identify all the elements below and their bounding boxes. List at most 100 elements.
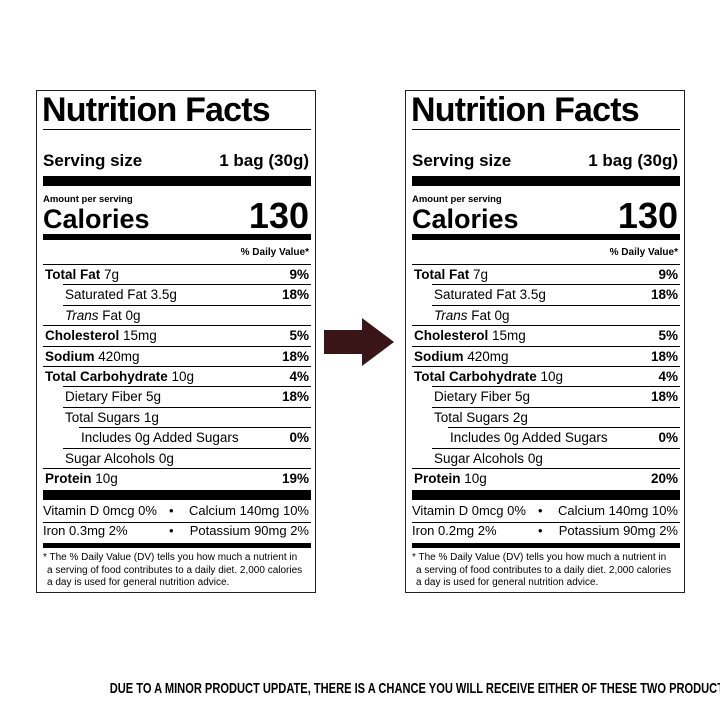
daily-value: 0% bbox=[658, 430, 678, 446]
rule bbox=[43, 522, 311, 524]
vitamin: Vitamin D 0mcg 0% bbox=[412, 503, 526, 518]
rule bbox=[63, 447, 311, 449]
footnote: a day is used for general nutrition advi… bbox=[47, 577, 230, 588]
nutrient-name: Includes 0g Added Sugars bbox=[450, 430, 608, 446]
nutrient-name: Dietary Fiber bbox=[65, 389, 143, 405]
amount-per-serving: Amount per serving bbox=[43, 194, 133, 205]
nutrient-row: Cholesterol 15mg bbox=[414, 328, 526, 343]
rule bbox=[43, 325, 311, 327]
thick-rule bbox=[43, 176, 311, 186]
dv-header: % Daily Value* bbox=[240, 247, 309, 258]
footnote: a day is used for general nutrition advi… bbox=[416, 577, 599, 588]
nutrient-row: Includes 0g Added Sugars bbox=[450, 430, 608, 445]
nutrient-amount: 10g bbox=[464, 471, 487, 486]
daily-value: 9% bbox=[658, 267, 678, 282]
thick-rule bbox=[412, 543, 680, 548]
nutrient-amount: 0g bbox=[527, 450, 543, 466]
nutrient-row: Total Sugars 2g bbox=[434, 410, 528, 425]
dv-header: % Daily Value* bbox=[609, 247, 678, 258]
nutrient-row: Total Sugars 1g bbox=[65, 410, 159, 425]
nutrient-name: Trans bbox=[65, 307, 99, 323]
thick-rule bbox=[412, 490, 680, 500]
nutrient-amount: 10g bbox=[171, 369, 195, 384]
serving-value: 1 bag (30g) bbox=[219, 151, 309, 170]
rule bbox=[412, 345, 680, 347]
nutrient-row: Sodium 420mg bbox=[45, 349, 140, 364]
amount-per-serving: Amount per serving bbox=[412, 194, 502, 205]
nutrient-amount: 3.5g bbox=[150, 287, 177, 303]
thick-rule bbox=[43, 490, 311, 500]
calories-label: Calories bbox=[412, 204, 519, 234]
rule bbox=[63, 284, 311, 286]
nutrient-name: Total Sugars bbox=[434, 409, 510, 425]
nutrient-name: Sodium bbox=[414, 348, 464, 364]
calories-value: 130 bbox=[617, 195, 678, 236]
rule bbox=[432, 406, 680, 408]
footer-text: DUE TO A MINOR PRODUCT UPDATE, THERE IS … bbox=[109, 680, 720, 697]
rule bbox=[43, 468, 311, 469]
nutrient-row: Sodium 420mg bbox=[414, 349, 509, 364]
daily-value: 18% bbox=[650, 287, 678, 303]
nutrient-name: Sugar Alcohols bbox=[65, 450, 156, 466]
arrow bbox=[324, 318, 394, 366]
nutrient-amount: 10g bbox=[540, 369, 564, 384]
rule bbox=[63, 304, 311, 306]
daily-value: 18% bbox=[281, 287, 309, 303]
nutrient-amount: Fat 0g bbox=[102, 307, 141, 323]
nutrient-amount: 15mg bbox=[492, 328, 526, 344]
mineral: Calcium 140mg 10% bbox=[189, 503, 309, 518]
bullet: • bbox=[538, 503, 543, 518]
nutrient-amount: 0g bbox=[158, 450, 174, 466]
rule bbox=[432, 447, 680, 449]
daily-value: 0% bbox=[289, 430, 309, 446]
nutrient-amount: 10g bbox=[95, 471, 118, 486]
nutrient-row: Total Fat 7g bbox=[45, 267, 119, 282]
mineral: Potassium 90mg 2% bbox=[189, 523, 309, 539]
thick-rule bbox=[412, 176, 680, 186]
nutrient-name: Sodium bbox=[45, 348, 95, 364]
nutrient-name: Sugar Alcohols bbox=[434, 450, 525, 466]
rule bbox=[412, 264, 680, 265]
mineral: Potassium 90mg 2% bbox=[558, 523, 678, 539]
rule bbox=[63, 386, 311, 388]
nutrient-amount: 15mg bbox=[123, 328, 157, 344]
thick-rule bbox=[412, 234, 680, 240]
thick-rule bbox=[43, 234, 311, 240]
label-title: Nutrition Facts bbox=[411, 91, 640, 129]
daily-value: 5% bbox=[289, 328, 309, 344]
daily-value: 18% bbox=[650, 348, 678, 364]
nutrient-amount: 3.5g bbox=[519, 287, 546, 303]
nutrient-name: Cholesterol bbox=[414, 328, 489, 344]
nutrient-name: Protein bbox=[45, 471, 92, 486]
rule bbox=[432, 304, 680, 306]
rule bbox=[448, 427, 680, 429]
nutrient-name: Saturated Fat bbox=[65, 287, 147, 303]
nutrient-amount: Fat 0g bbox=[471, 307, 510, 323]
nutrient-name: Total Carbohydrate bbox=[45, 369, 168, 384]
rule bbox=[412, 522, 680, 524]
nutrient-amount: 7g bbox=[473, 267, 489, 282]
nutrition-label: Nutrition Facts Serving size 1 bag (30g) Am… bbox=[405, 90, 685, 593]
serving-label: Serving size bbox=[43, 151, 143, 170]
footnote: a serving of food contributes to a daily… bbox=[416, 564, 672, 576]
nutrient-row: Cholesterol 15mg bbox=[45, 328, 157, 343]
nutrition-label: Nutrition Facts Serving size 1 bag (30g) Am… bbox=[36, 90, 316, 593]
footer-note: DUE TO A MINOR PRODUCT UPDATE, THERE IS … bbox=[0, 680, 720, 697]
rule bbox=[432, 386, 680, 388]
nutrient-row: Trans Fat 0g bbox=[65, 308, 141, 323]
daily-value: 20% bbox=[650, 471, 678, 486]
nutrient-row: Sugar Alcohols 0g bbox=[434, 451, 543, 466]
serving-label: Serving size bbox=[412, 151, 512, 170]
daily-value: 4% bbox=[658, 369, 678, 384]
nutrient-row: Total Carbohydrate 10g bbox=[414, 369, 563, 384]
rule bbox=[79, 427, 311, 429]
nutrient-amount: 5g bbox=[146, 389, 162, 405]
bullet: • bbox=[169, 523, 174, 539]
nutrient-row: Dietary Fiber 5g bbox=[434, 389, 530, 404]
rule bbox=[412, 325, 680, 327]
nutrient-amount: 420mg bbox=[98, 348, 140, 364]
nutrient-name: Protein bbox=[414, 471, 461, 486]
nutrient-name: Total Sugars bbox=[65, 409, 141, 425]
nutrient-amount: 1g bbox=[143, 409, 159, 425]
